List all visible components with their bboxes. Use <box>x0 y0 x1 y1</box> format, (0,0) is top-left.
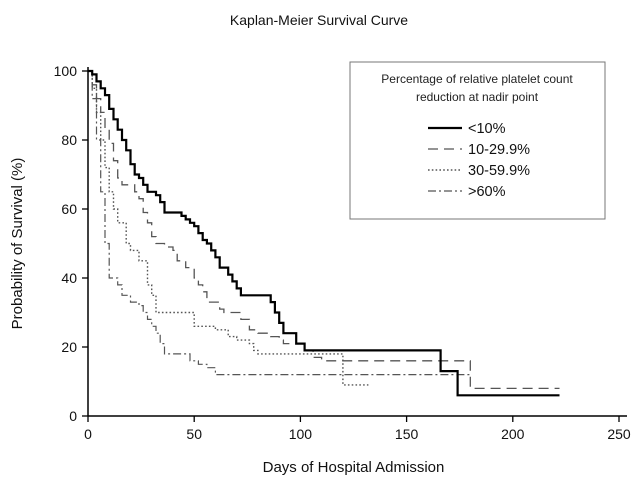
y-tick-label: 60 <box>61 201 77 217</box>
x-tick-label: 100 <box>289 426 313 442</box>
y-axis-label: Probability of Survival (%) <box>9 158 26 330</box>
x-tick-label: 250 <box>607 426 631 442</box>
legend: Percentage of relative platelet count red… <box>349 61 606 220</box>
y-tick-label: 20 <box>61 339 77 355</box>
legend-entry: 10-29.9% <box>468 142 530 158</box>
legend-box <box>349 61 606 220</box>
series-line <box>88 69 560 397</box>
y-tick-label: 100 <box>54 63 78 79</box>
legend-title: Percentage of relative platelet count <box>381 72 573 86</box>
x-axis-label: Days of Hospital Admission <box>263 459 445 476</box>
y-tick-label: 80 <box>61 132 77 148</box>
x-tick-label: 150 <box>395 426 419 442</box>
x-tick-label: 50 <box>186 426 202 442</box>
y-tick-label: 40 <box>61 270 77 286</box>
axes: 0 50 100 150 200 250 0 20 40 60 80 100 <box>54 63 631 442</box>
series-line <box>88 70 369 386</box>
legend-title: reduction at nadir point <box>416 90 539 104</box>
legend-entry: <10% <box>468 121 506 137</box>
survival-curves <box>88 69 560 397</box>
x-tick-label: 200 <box>501 426 525 442</box>
legend-entry: >60% <box>468 184 506 200</box>
legend-entry: 30-59.9% <box>468 163 530 179</box>
chart-title: Kaplan-Meier Survival Curve <box>229 12 409 28</box>
series-line <box>88 70 471 376</box>
y-tick-label: 0 <box>69 408 77 424</box>
series-line <box>88 70 560 390</box>
x-tick-label: 0 <box>84 426 92 442</box>
